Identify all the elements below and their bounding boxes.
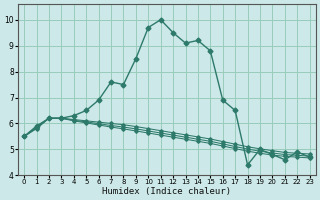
X-axis label: Humidex (Indice chaleur): Humidex (Indice chaleur) — [102, 187, 231, 196]
